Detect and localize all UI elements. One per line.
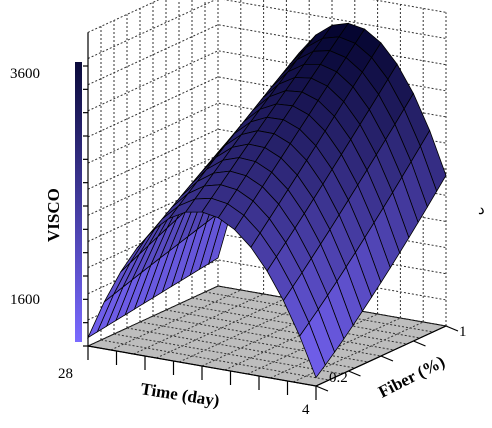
y-axis-label: Fiber (%)	[375, 352, 448, 402]
x-tick-28: 28	[58, 366, 73, 382]
floor-grid-line	[217, 285, 447, 327]
z-axis-label: VISCO	[44, 188, 63, 242]
wall-grid-line	[87, 0, 447, 59]
y-tick-1-label: 1	[459, 324, 467, 340]
axis-frame	[83, 32, 459, 400]
z-tick-3600: 3600	[10, 66, 40, 82]
floor-grid-line	[165, 309, 395, 351]
x-axis-label: Time (day)	[139, 379, 220, 410]
surface-mesh	[87, 22, 447, 379]
floor-grid-line	[178, 303, 408, 345]
y-tick-mark	[380, 355, 394, 362]
floor-grid-line	[113, 333, 343, 375]
floor-grid-line	[204, 291, 434, 333]
y-tick-mark	[315, 385, 329, 392]
z-tick-1600: 1600	[10, 292, 40, 308]
y-tick-0-2: 0.2	[329, 370, 348, 386]
floor-grid-line	[100, 339, 330, 381]
y-tick-mark	[348, 370, 361, 377]
y-tick-mark	[413, 340, 426, 347]
colorbar	[75, 62, 82, 342]
surface-cell	[299, 321, 326, 379]
y-tick-mark	[445, 325, 459, 332]
stray-glyph: د	[478, 202, 485, 218]
floor-grid-line	[152, 315, 382, 357]
x-tick-4: 4	[302, 402, 310, 418]
floor-grid-line	[191, 297, 421, 339]
